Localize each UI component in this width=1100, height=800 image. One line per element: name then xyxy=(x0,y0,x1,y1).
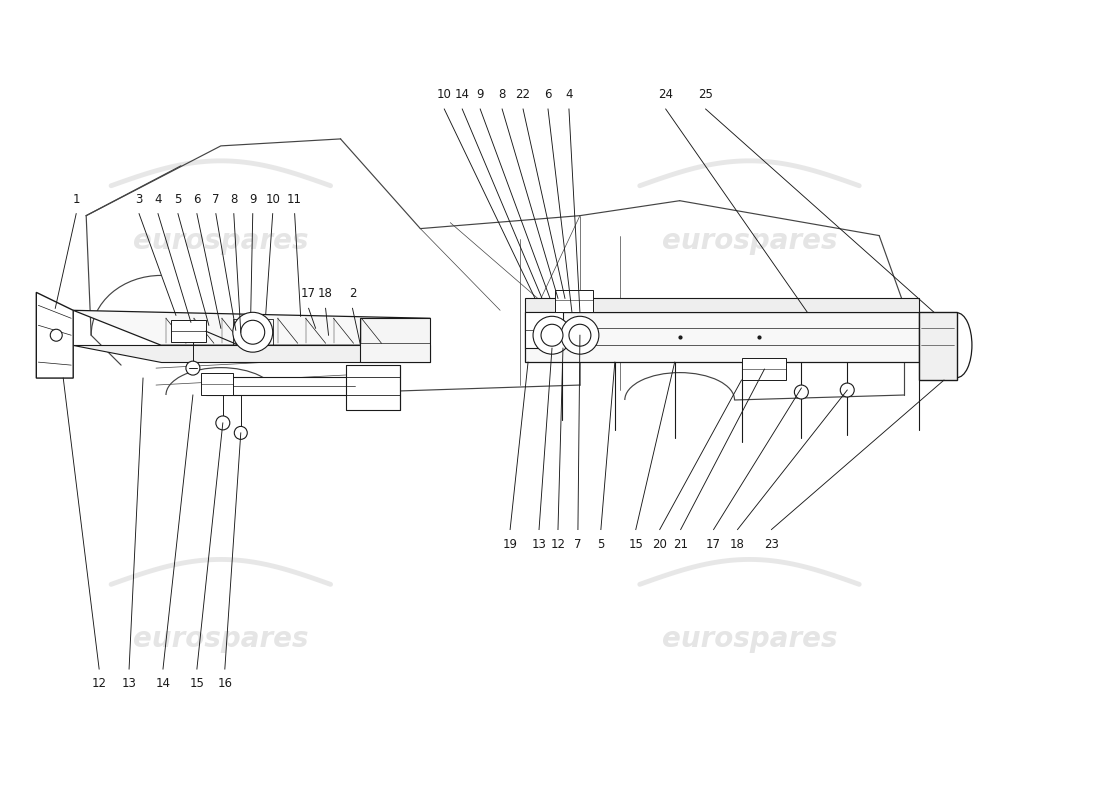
Text: 15: 15 xyxy=(189,677,205,690)
Bar xyxy=(345,365,400,410)
Text: 18: 18 xyxy=(318,287,333,300)
Circle shape xyxy=(234,426,248,439)
Text: 6: 6 xyxy=(194,193,200,206)
Text: 16: 16 xyxy=(218,677,232,690)
Text: 19: 19 xyxy=(503,538,518,550)
Circle shape xyxy=(186,361,200,375)
Text: eurospares: eurospares xyxy=(133,226,309,254)
Circle shape xyxy=(569,324,591,346)
Text: eurospares: eurospares xyxy=(133,625,309,653)
Text: 7: 7 xyxy=(574,538,582,550)
Text: 3: 3 xyxy=(135,193,143,206)
Bar xyxy=(206,377,355,395)
Text: 6: 6 xyxy=(544,88,552,101)
Text: 1: 1 xyxy=(73,193,80,206)
Polygon shape xyxy=(920,312,957,380)
Text: 13: 13 xyxy=(122,677,136,690)
Polygon shape xyxy=(525,298,920,312)
Text: 5: 5 xyxy=(597,538,605,550)
Text: eurospares: eurospares xyxy=(662,625,837,653)
Polygon shape xyxy=(36,292,74,378)
Bar xyxy=(556,290,593,312)
Text: 10: 10 xyxy=(437,88,452,101)
Text: 4: 4 xyxy=(565,88,573,101)
Text: 13: 13 xyxy=(531,538,547,550)
Text: 11: 11 xyxy=(287,193,303,206)
Text: 18: 18 xyxy=(730,538,745,550)
Bar xyxy=(361,318,430,362)
Bar xyxy=(201,373,233,395)
Text: 22: 22 xyxy=(516,88,530,101)
Text: 8: 8 xyxy=(498,88,506,101)
Circle shape xyxy=(840,383,855,397)
Circle shape xyxy=(216,416,230,430)
Polygon shape xyxy=(74,345,430,362)
Bar xyxy=(170,320,206,342)
Text: 14: 14 xyxy=(454,88,470,101)
Bar xyxy=(525,312,563,348)
Circle shape xyxy=(794,385,808,399)
Circle shape xyxy=(233,312,273,352)
Text: 4: 4 xyxy=(154,193,162,206)
Text: 15: 15 xyxy=(628,538,643,550)
Text: 8: 8 xyxy=(230,193,238,206)
Text: 25: 25 xyxy=(698,88,713,101)
Text: 20: 20 xyxy=(652,538,668,550)
Circle shape xyxy=(51,330,63,342)
Circle shape xyxy=(241,320,265,344)
Text: eurospares: eurospares xyxy=(662,226,837,254)
Polygon shape xyxy=(74,310,430,345)
Text: 21: 21 xyxy=(673,538,689,550)
Text: 14: 14 xyxy=(155,677,170,690)
Text: 5: 5 xyxy=(174,193,182,206)
Text: 9: 9 xyxy=(249,193,256,206)
Text: 23: 23 xyxy=(764,538,779,550)
Text: 12: 12 xyxy=(91,677,107,690)
Polygon shape xyxy=(525,312,920,362)
Text: 17: 17 xyxy=(706,538,722,550)
Circle shape xyxy=(534,316,571,354)
Bar xyxy=(741,358,786,380)
Text: 12: 12 xyxy=(550,538,565,550)
Text: 2: 2 xyxy=(349,287,356,300)
Circle shape xyxy=(541,324,563,346)
Text: 10: 10 xyxy=(265,193,280,206)
Text: 17: 17 xyxy=(301,287,316,300)
Text: 9: 9 xyxy=(476,88,484,101)
Circle shape xyxy=(561,316,598,354)
Text: 24: 24 xyxy=(658,88,673,101)
Text: 7: 7 xyxy=(212,193,220,206)
Bar xyxy=(233,319,273,345)
